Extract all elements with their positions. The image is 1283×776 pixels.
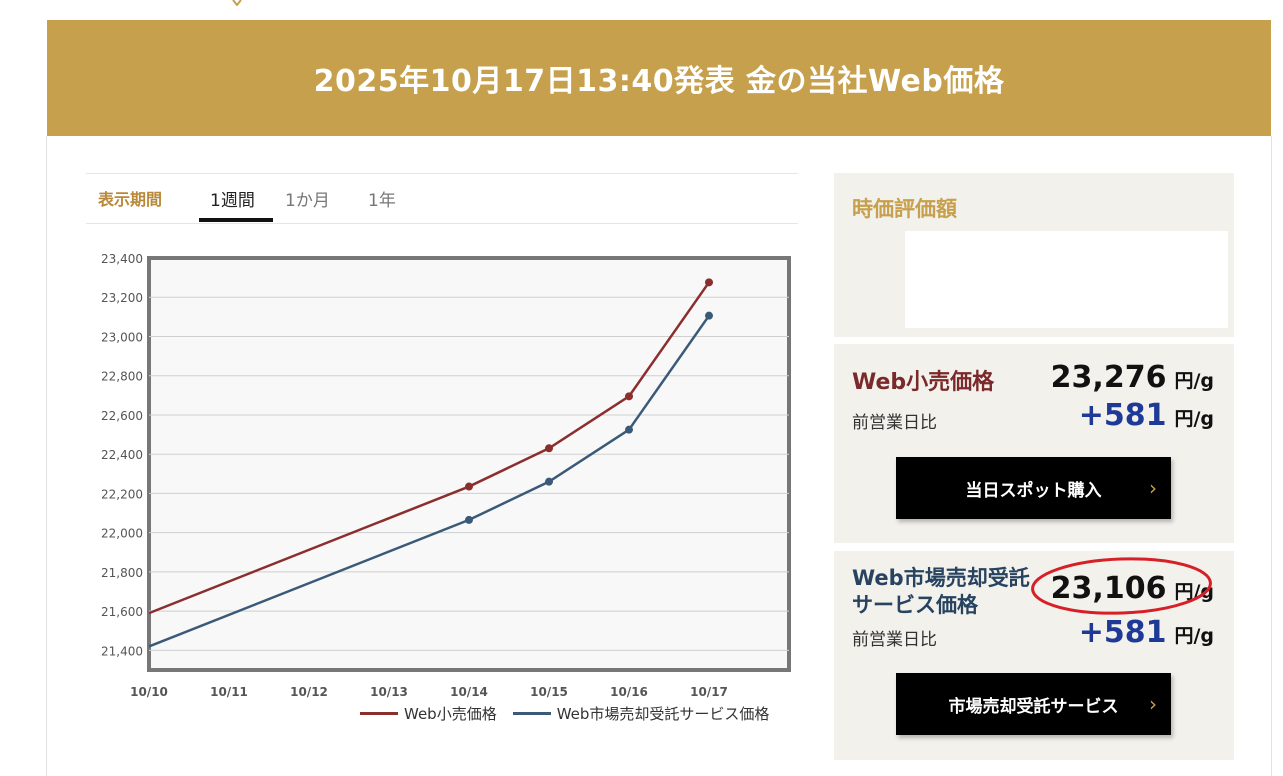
valuation-title: 時価評価額 [852,197,957,221]
tab-1-month[interactable]: 1か月 [285,191,330,211]
data-point-1 [625,425,633,434]
y-tick-label: 23,200 [101,291,143,305]
data-point-0 [625,392,633,401]
chevron-right-icon: › [1149,692,1157,716]
page-title: 2025年10月17日13:40発表 金の当社Web価格 [313,64,1005,99]
x-tick-label: 10/11 [210,685,248,699]
retail-diff: +581 円/g [1079,398,1214,433]
legend-label-retail: Web小売価格 [404,705,497,723]
market-price-value: 23,106 [1050,571,1167,606]
plot-frame [147,256,791,672]
active-tab-indicator [199,218,273,222]
y-tick-label: 21,600 [101,605,143,619]
retail-price: 23,276 円/g [1051,360,1214,395]
data-point-0 [705,278,713,287]
retail-diff-label: 前営業日比 [852,413,937,433]
y-tick-label: 22,400 [101,448,143,462]
valuation-box [905,231,1228,328]
logo-fragment-icon [232,0,242,6]
data-point-0 [465,482,473,491]
y-tick-label: 21,800 [101,566,143,580]
market-diff-value: +581 [1078,615,1167,650]
data-point-1 [465,515,473,524]
market-diff-unit: 円/g [1174,625,1214,647]
legend-swatch-retail [360,712,398,715]
chevron-right-icon: › [1149,476,1157,500]
market-title-line1: Web市場売却受託 [852,566,1030,590]
market-diff: +581 円/g [1079,615,1214,650]
market-title-line2: サービス価格 [852,593,978,617]
tab-1-week[interactable]: 1週間 [210,191,255,211]
legend-label-market: Web市場売却受託サービス価格 [556,705,770,723]
y-tick-label: 22,200 [101,487,143,501]
data-point-1 [545,477,553,486]
chart-legend: Web小売価格 Web市場売却受託サービス価格 [360,703,769,724]
data-point-1 [705,311,713,320]
x-tick-label: 10/13 [370,685,408,699]
market-price: 23,106 円/g [1051,571,1214,606]
y-tick-label: 23,400 [101,252,143,266]
x-tick-label: 10/14 [450,685,488,699]
x-tick-label: 10/15 [530,685,568,699]
market-title: Web市場売却受託 サービス価格 [852,565,1030,619]
x-tick-label: 10/16 [610,685,648,699]
retail-price-unit: 円/g [1174,370,1214,392]
spot-purchase-button[interactable]: 当日スポット購入 › [896,457,1171,519]
retail-diff-unit: 円/g [1174,408,1214,430]
valuation-panel: 時価評価額 [834,173,1234,337]
page-header: 2025年10月17日13:40発表 金の当社Web価格 [47,20,1271,136]
x-tick-label: 10/12 [290,685,328,699]
content-border-right [1271,136,1272,776]
legend-item-market: Web市場売却受託サービス価格 [512,703,770,724]
market-diff-label: 前営業日比 [852,630,937,650]
legend-item-retail: Web小売価格 [360,703,497,724]
retail-panel: Web小売価格 23,276 円/g 前営業日比 +581 円/g 当日スポット… [834,344,1234,543]
period-label: 表示期間 [98,190,163,209]
tab-1-year[interactable]: 1年 [368,191,396,211]
market-price-unit: 円/g [1174,581,1214,603]
data-point-0 [545,444,553,453]
period-tabs: 表示期間 1週間 1か月 1年 [86,173,798,224]
legend-swatch-market [512,712,551,715]
market-sale-button[interactable]: 市場売却受託サービス › [896,673,1171,735]
retail-diff-value: +581 [1078,398,1167,433]
y-tick-label: 23,000 [101,330,143,344]
y-tick-label: 21,400 [101,644,143,658]
retail-title: Web小売価格 [852,370,995,395]
x-tick-label: 10/10 [130,685,168,699]
price-chart: 23,400 23,200 23,000 22,800 22,600 22,400 22,2… [101,252,791,699]
x-tick-label: 10/17 [690,685,728,699]
y-tick-label: 22,600 [101,409,143,423]
spot-purchase-label: 当日スポット購入 [965,480,1102,501]
retail-price-value: 23,276 [1050,360,1167,395]
content-border-left [46,136,47,776]
y-tick-label: 22,000 [101,527,143,541]
highlight-circle-annotation [1031,557,1212,615]
y-tick-label: 22,800 [101,370,143,384]
market-sale-label: 市場売却受託サービス [948,696,1119,717]
